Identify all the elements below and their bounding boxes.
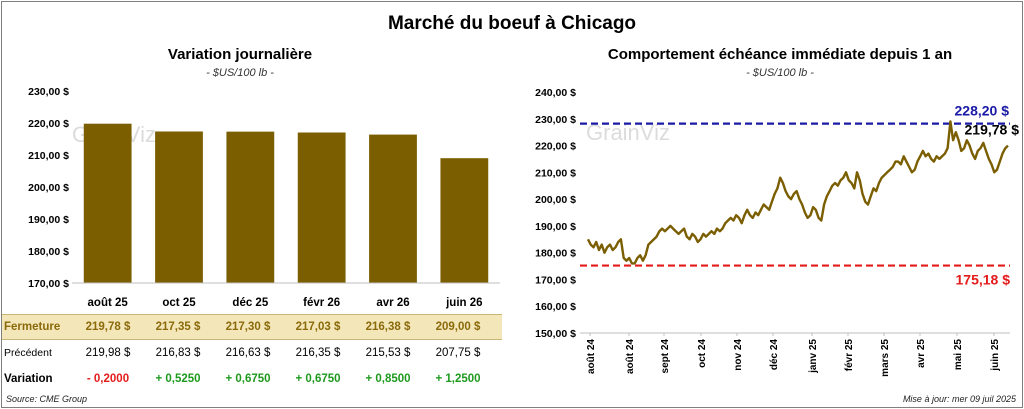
cell-precedent-2: 216,83 $: [155, 347, 201, 359]
last-value-label: 219,78 $: [965, 122, 1020, 138]
bar-xtick-label: août 25: [88, 297, 129, 309]
price-series-line: [586, 120, 1009, 265]
row-label-variation: Variation: [4, 373, 53, 385]
line-xtick-label: janv 25: [808, 339, 819, 374]
table-row-variation: Variation - 0,2000 + 0,5250 + 0,6750 + 0…: [2, 367, 502, 391]
line-ytick-label: 190,00 $: [535, 221, 576, 233]
row-label-precedent: Précédent: [4, 347, 52, 359]
cell-variation-2: + 0,5250: [155, 373, 201, 385]
cell-precedent-6: 207,75 $: [435, 347, 481, 359]
line-ytick-label: 200,00 $: [535, 194, 576, 206]
cell-variation-3: + 0,6750: [225, 373, 271, 385]
bar-chart: GrainViz170,00 $180,00 $190,00 $200,00 $…: [28, 86, 500, 309]
bar-5: [369, 134, 417, 283]
table-row-fermeture: Fermeture 219,78 $ 217,35 $ 217,30 $ 217…: [2, 314, 502, 340]
bar-1: [83, 123, 132, 283]
left-chart-subtitle: - $US/100 lb -: [206, 67, 274, 79]
line-ytick-label: 170,00 $: [535, 274, 576, 286]
cell-fermeture-4: 217,03 $: [295, 321, 341, 333]
cell-variation-1: - 0,2000: [86, 373, 130, 385]
bar-ytick-label: 210,00 $: [28, 150, 69, 162]
bar-2: [155, 131, 203, 283]
high-value-label: 228,20 $: [955, 103, 1010, 119]
row-label-fermeture: Fermeture: [4, 321, 61, 333]
line-ytick-label: 230,00 $: [535, 114, 576, 126]
right-chart-subtitle: - $US/100 lb -: [746, 67, 814, 79]
left-chart-title: Variation journalière: [167, 46, 313, 63]
table-row-precedent: Précédent 219,98 $ 216,83 $ 216,63 $ 216…: [2, 341, 502, 365]
footer-updated: Mise à jour: mer 09 juil 2025: [902, 394, 1016, 404]
right-chart-title: Comportement échéance immédiate depuis 1…: [607, 46, 953, 63]
bar-xtick-label: déc 25: [232, 297, 268, 309]
cell-variation-6: + 1,2500: [435, 373, 481, 385]
footer-source: Source: CME Group: [6, 394, 88, 404]
cell-precedent-4: 216,35 $: [295, 347, 341, 359]
line-xtick-label: août 24: [625, 339, 636, 374]
page-title: Marché du boeuf à Chicago: [387, 13, 637, 34]
line-xtick-label: août 24: [586, 339, 597, 374]
low-value-label: 175,18 $: [956, 272, 1011, 288]
bar-xtick-label: juin 26: [445, 297, 482, 309]
cell-fermeture-2: 217,35 $: [155, 321, 201, 333]
line-xtick-label: avr 25: [916, 339, 927, 368]
line-xtick-label: juin 25: [990, 339, 1001, 372]
bar-4: [297, 132, 346, 283]
cell-fermeture-3: 217,30 $: [225, 321, 271, 333]
line-ytick-label: 160,00 $: [535, 301, 576, 313]
line-xtick-label: sept 24: [660, 339, 671, 374]
line-ytick-label: 240,00 $: [535, 87, 576, 99]
line-ytick-label: 180,00 $: [535, 248, 576, 260]
cell-fermeture-1: 219,78 $: [85, 321, 131, 333]
cell-variation-5: + 0,8500: [365, 373, 411, 385]
line-xtick-label: févr 25: [844, 339, 855, 372]
line-xtick-label: mai 25: [953, 339, 964, 371]
bar-ytick-label: 170,00 $: [28, 278, 69, 290]
bar-3: [226, 131, 275, 283]
cell-variation-4: + 0,6750: [295, 373, 341, 385]
bar-ytick-label: 190,00 $: [28, 214, 69, 226]
cell-fermeture-6: 209,00 $: [435, 321, 481, 333]
line-ytick-label: 220,00 $: [535, 141, 576, 153]
line-ytick-label: 150,00 $: [535, 328, 576, 340]
cell-precedent-5: 215,53 $: [365, 347, 411, 359]
bar-ytick-label: 230,00 $: [28, 86, 69, 98]
line-ytick-label: 210,00 $: [535, 167, 576, 179]
line-xtick-label: oct 24: [697, 339, 708, 368]
cell-precedent-3: 216,63 $: [225, 347, 271, 359]
line-xtick-label: mars 25: [880, 339, 891, 377]
line-xtick-label: nov 24: [733, 339, 744, 371]
line-xtick-label: déc 24: [769, 339, 780, 371]
cell-precedent-1: 219,98 $: [85, 347, 131, 359]
cell-fermeture-5: 216,38 $: [365, 321, 411, 333]
bar-xtick-label: oct 25: [162, 297, 196, 309]
bar-xtick-label: avr 26: [376, 297, 409, 309]
bar-xtick-label: févr 26: [303, 297, 340, 309]
bar-6: [440, 158, 489, 283]
bar-ytick-label: 220,00 $: [28, 118, 69, 130]
bar-ytick-label: 180,00 $: [28, 246, 69, 258]
bar-ytick-label: 200,00 $: [28, 182, 69, 194]
